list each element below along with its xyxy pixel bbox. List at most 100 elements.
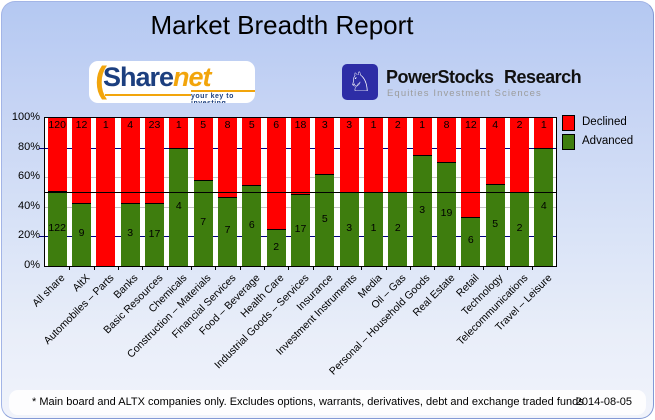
x-tick: [312, 267, 314, 270]
segment-declined: [120, 118, 140, 203]
legend-label: Declined: [582, 116, 627, 128]
x-tick: [531, 267, 533, 270]
x-tick: [458, 267, 460, 270]
declined-count-label: 4: [127, 119, 134, 131]
y-axis-label: 100%: [11, 111, 40, 123]
declined-count-label: 5: [248, 119, 255, 131]
y-tick-20: [39, 236, 44, 238]
advanced-count-label: 17: [148, 227, 161, 240]
segment-declined: [339, 118, 359, 192]
declined-count-label: 8: [224, 119, 231, 131]
segment-advanced: [412, 155, 432, 266]
bar-Travel – Leisure: 14: [534, 118, 554, 266]
segment-advanced: [218, 196, 237, 266]
x-tick: [410, 267, 411, 270]
segment-declined: [510, 118, 529, 192]
declined-count-label: 1: [540, 119, 547, 131]
segment-declined: [242, 118, 262, 186]
declined-count-label: 12: [75, 119, 88, 131]
bar-Health Care: 62: [266, 118, 286, 266]
declined-count-label: 8: [443, 119, 450, 131]
legend-label: Advanced: [582, 135, 634, 147]
segment-declined: [218, 118, 237, 197]
bar-Financial Services: 87: [218, 118, 237, 266]
segment-advanced: [266, 229, 286, 266]
x-tick: [142, 267, 144, 270]
bar-Food – Beverage: 56: [242, 118, 262, 266]
x-tick: [166, 267, 168, 270]
powerstocks-subtitle: Equities Investment Sciences: [387, 88, 542, 99]
advanced-count-label: 7: [224, 224, 231, 237]
declined-count-label: 1: [419, 119, 426, 131]
advanced-count-label: 5: [492, 217, 499, 230]
x-tick: [288, 267, 290, 270]
bar-Industrial Goods – Services: 18 17: [291, 118, 310, 266]
y-axis-label: 80%: [17, 140, 40, 153]
bar-Basic Resources: 23 17: [145, 118, 164, 266]
declined-count-label: 120: [48, 119, 66, 131]
segment-advanced: [145, 203, 164, 266]
advanced-count-label: 17: [294, 223, 307, 236]
bar-Construction – Materials: 57: [193, 118, 213, 266]
bar-Oil – Gas: 22: [388, 118, 408, 266]
segment-declined: [47, 118, 67, 192]
segment-declined: [461, 118, 481, 217]
segment-declined: [388, 118, 408, 192]
segment-advanced: [485, 183, 505, 266]
page-title: Market Breadth Report: [150, 10, 414, 40]
sharenet-tagline: your key to investing: [191, 90, 255, 103]
segment-declined: [193, 118, 213, 180]
declined-count-label: 23: [148, 119, 161, 131]
advanced-count-label: 4: [175, 199, 182, 212]
advanced-count-label: 3: [127, 227, 134, 240]
x-tick: [385, 267, 387, 270]
advanced-count-label: 1: [370, 222, 377, 234]
segment-advanced: [120, 202, 140, 266]
sharenet-arc-icon: (: [95, 61, 107, 100]
declined-count-label: 3: [321, 119, 328, 131]
segment-advanced: [193, 179, 213, 266]
bar-Retail: 12 6: [461, 118, 481, 266]
segment-advanced: [47, 191, 67, 266]
fifty-percent-line: [45, 192, 556, 193]
bar-AltX: 12 9: [72, 118, 91, 266]
footer-bar: * Main board and ALTX companies only. Ex…: [9, 390, 646, 415]
bar-Personal – Household Goods: 13: [412, 118, 432, 266]
declined-count-label: 12: [464, 119, 477, 131]
x-tick: [118, 267, 119, 270]
declined-count-label: 1: [102, 119, 109, 131]
advanced-count-label: 6: [248, 218, 255, 231]
bar-All share: 120 122: [47, 118, 67, 266]
chess-knight-icon: ♘: [342, 64, 378, 100]
advanced-count-label: 7: [200, 215, 207, 228]
advanced-count-label: 5: [321, 212, 328, 225]
segment-declined: [72, 118, 91, 203]
sharenet-word-net: net: [173, 62, 211, 92]
segment-declined: [266, 118, 286, 229]
segment-advanced: [291, 194, 310, 266]
footer-note: * Main board and ALTX companies only. Ex…: [32, 396, 584, 408]
y-axis-label: 0%: [24, 259, 40, 271]
segment-declined: [485, 118, 505, 184]
advanced-count-label: 19: [440, 206, 453, 219]
advanced-swatch-icon: [562, 134, 575, 150]
segment-declined: [412, 118, 432, 155]
advanced-count-label: 3: [419, 203, 426, 216]
x-tick: [507, 267, 509, 270]
bar-Real Estate: 8 19: [437, 118, 456, 266]
x-tick: [483, 267, 484, 270]
segment-advanced: [169, 147, 189, 266]
declined-count-label: 1: [370, 119, 377, 131]
sharenet-word-share: Share: [103, 62, 174, 92]
y-tick-80: [39, 147, 44, 149]
declined-count-label: 1: [175, 119, 182, 131]
segment-advanced: [315, 173, 335, 266]
segment-advanced: [461, 216, 481, 266]
segment-advanced: [437, 161, 456, 266]
segment-declined: [364, 118, 383, 192]
y-axis-label: 60%: [17, 170, 40, 183]
